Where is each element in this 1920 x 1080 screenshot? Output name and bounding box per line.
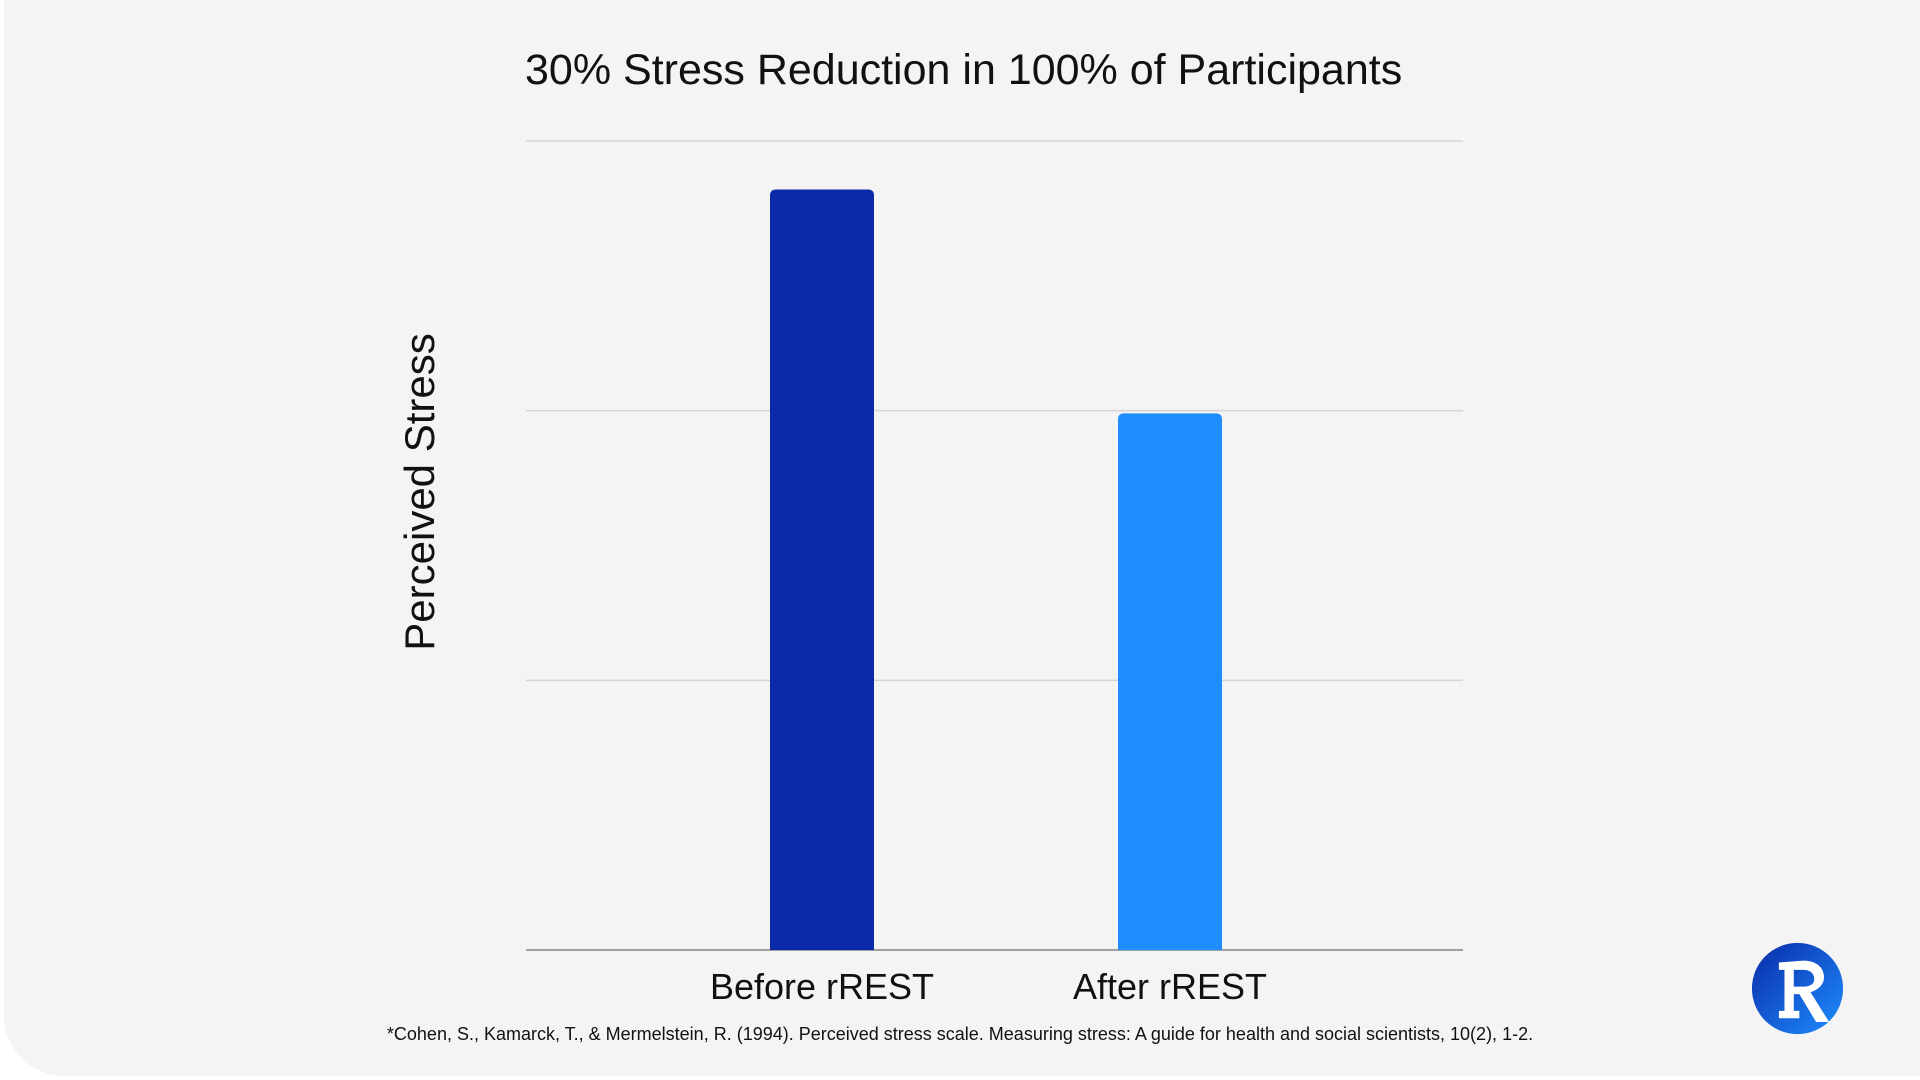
chart-card [4,0,1920,1076]
chart-title: 30% Stress Reduction in 100% of Particip… [525,46,1403,94]
rrest-r-logo-icon [1751,942,1844,1035]
bar-after-rrest [1118,413,1222,950]
citation-footnote: *Cohen, S., Kamarck, T., & Mermelstein, … [386,1024,1534,1044]
x-tick-label: After rREST [1073,966,1267,1007]
gridlines [526,140,1463,951]
bar-before-rrest [770,189,874,951]
bars [770,189,1222,951]
x-tick-label: Before rREST [710,966,934,1007]
category-labels: Before rREST After rREST [710,966,1267,1007]
